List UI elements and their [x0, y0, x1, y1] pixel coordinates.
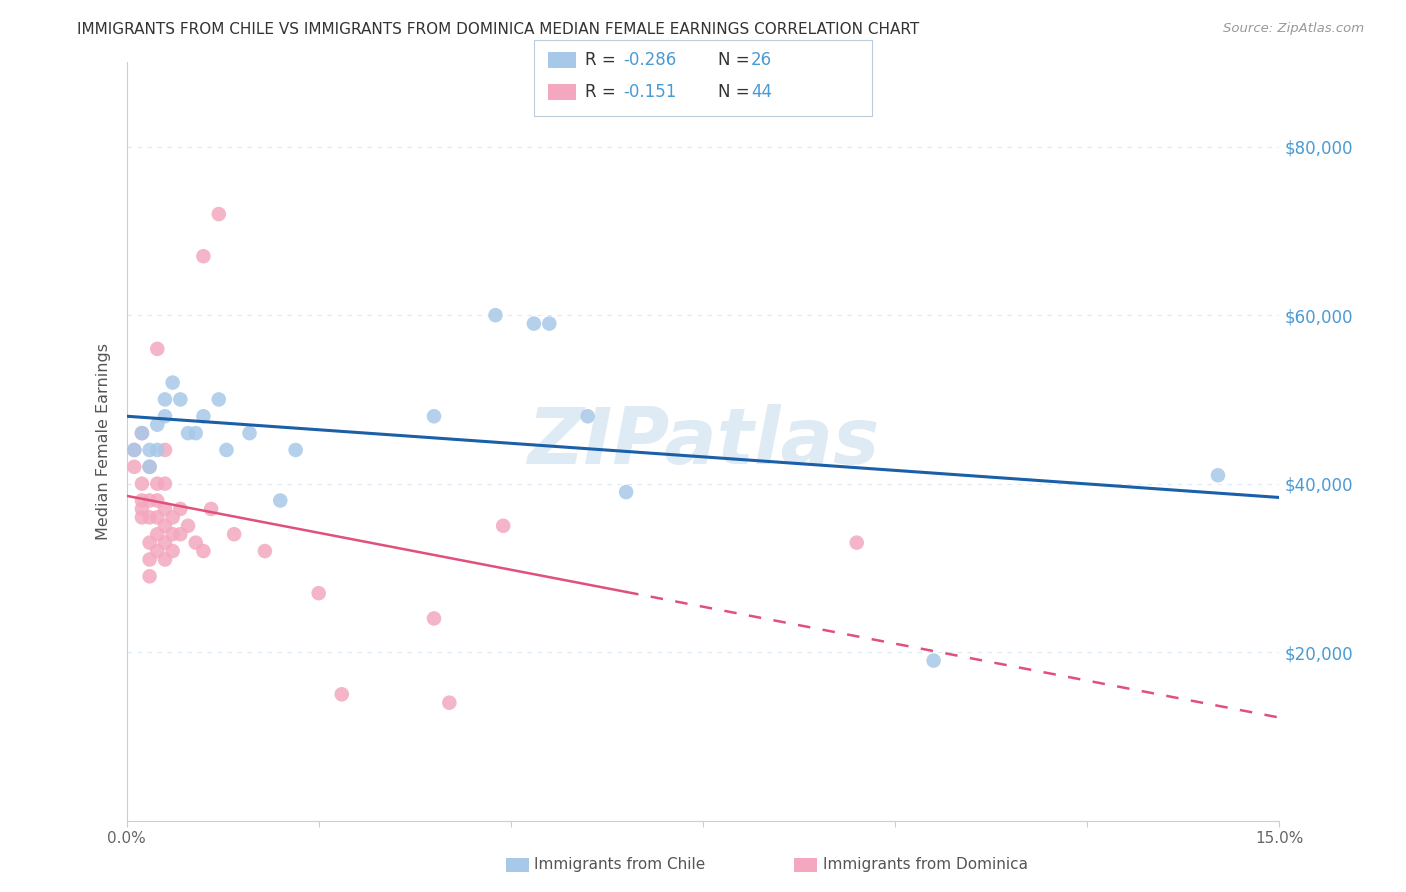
Point: [131, 426, 153, 441]
Point: [423, 611, 446, 625]
Point: [423, 409, 446, 424]
Point: [138, 493, 160, 508]
Point: [184, 426, 207, 441]
Point: [1206, 468, 1229, 483]
Point: [138, 552, 160, 566]
Point: [184, 535, 207, 549]
Point: [193, 544, 215, 558]
Text: -0.286: -0.286: [623, 51, 676, 69]
Point: [153, 535, 176, 549]
Text: N =: N =: [718, 51, 755, 69]
Point: [122, 459, 145, 474]
Point: [122, 442, 145, 457]
Point: [146, 544, 169, 558]
Point: [138, 535, 160, 549]
Y-axis label: Median Female Earnings: Median Female Earnings: [96, 343, 111, 540]
Point: [146, 510, 169, 524]
Point: [153, 442, 176, 457]
Point: [162, 510, 184, 524]
Point: [153, 409, 176, 424]
Point: [122, 442, 145, 457]
Text: 26: 26: [751, 51, 772, 69]
Text: N =: N =: [718, 83, 755, 101]
Point: [153, 392, 176, 407]
Point: [131, 502, 153, 516]
Point: [576, 409, 599, 424]
Point: [224, 527, 246, 541]
Point: [162, 376, 184, 390]
Point: [146, 527, 169, 541]
Point: [284, 442, 307, 457]
Point: [492, 518, 515, 533]
Point: [193, 409, 215, 424]
Point: [131, 510, 153, 524]
Point: [614, 485, 637, 500]
Point: [169, 527, 191, 541]
Point: [193, 249, 215, 263]
Point: [131, 426, 153, 441]
Point: [330, 687, 353, 701]
Point: [138, 442, 160, 457]
Point: [146, 342, 169, 356]
Point: [269, 493, 291, 508]
Point: [169, 392, 191, 407]
Text: IMMIGRANTS FROM CHILE VS IMMIGRANTS FROM DOMINICA MEDIAN FEMALE EARNINGS CORRELA: IMMIGRANTS FROM CHILE VS IMMIGRANTS FROM…: [77, 22, 920, 37]
Point: [538, 317, 561, 331]
Point: [153, 476, 176, 491]
Text: ZIPatlas: ZIPatlas: [527, 403, 879, 480]
Text: R =: R =: [585, 51, 621, 69]
Point: [208, 392, 231, 407]
Text: Immigrants from Chile: Immigrants from Chile: [534, 857, 706, 871]
Point: [177, 426, 200, 441]
Point: [138, 459, 160, 474]
Point: [146, 417, 169, 432]
Point: [845, 535, 868, 549]
Point: [200, 502, 222, 516]
Point: [238, 426, 260, 441]
Text: Immigrants from Dominica: Immigrants from Dominica: [823, 857, 1028, 871]
Point: [484, 308, 506, 322]
Point: [146, 493, 169, 508]
Point: [146, 476, 169, 491]
Point: [523, 317, 546, 331]
Point: [439, 696, 461, 710]
Point: [162, 527, 184, 541]
Point: [253, 544, 276, 558]
Point: [153, 502, 176, 516]
Point: [146, 442, 169, 457]
Point: [131, 493, 153, 508]
Point: [138, 510, 160, 524]
Text: 44: 44: [751, 83, 772, 101]
Point: [215, 442, 238, 457]
Point: [131, 476, 153, 491]
Point: [138, 569, 160, 583]
Text: Source: ZipAtlas.com: Source: ZipAtlas.com: [1223, 22, 1364, 36]
Point: [922, 654, 945, 668]
Point: [308, 586, 330, 600]
Text: R =: R =: [585, 83, 621, 101]
Point: [138, 459, 160, 474]
Point: [162, 544, 184, 558]
Point: [153, 552, 176, 566]
Text: -0.151: -0.151: [623, 83, 676, 101]
Point: [208, 207, 231, 221]
Point: [169, 502, 191, 516]
Point: [153, 518, 176, 533]
Point: [177, 518, 200, 533]
